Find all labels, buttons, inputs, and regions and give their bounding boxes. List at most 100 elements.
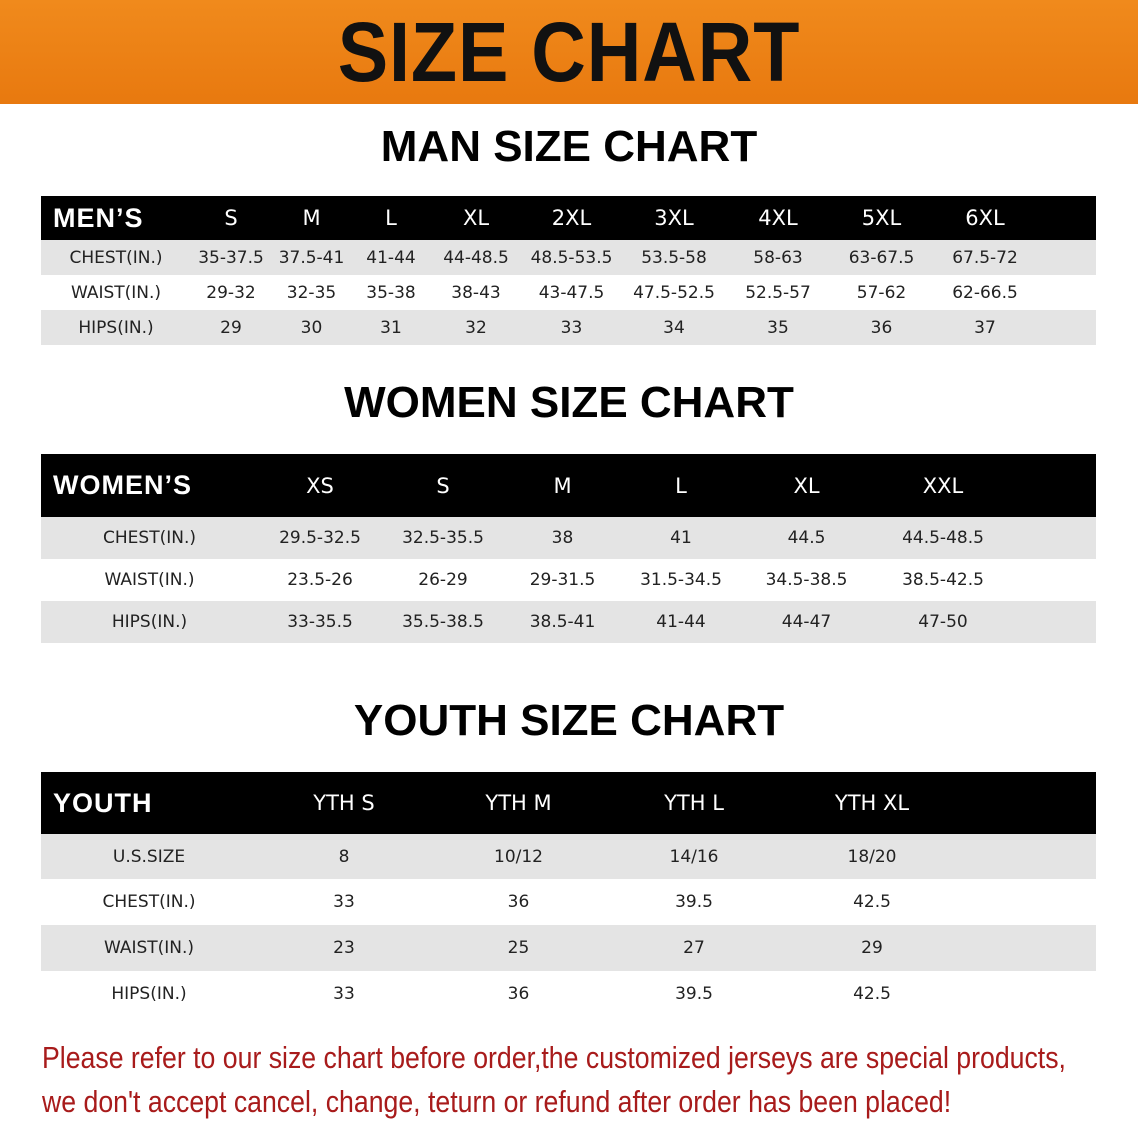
table-cell: 44-48.5 [431, 240, 521, 275]
table-cell: 14/16 [606, 834, 782, 879]
table-cell: 29-31.5 [504, 559, 621, 601]
row-label: WAIST(IN.) [41, 559, 258, 601]
table-row: CHEST(IN.) 35-37.5 37.5-41 41-44 44-48.5 48.5… [41, 240, 1096, 275]
row-label: U.S.SIZE [41, 834, 257, 879]
size-header-cell: XL [431, 196, 521, 240]
table-cell: 39.5 [606, 879, 782, 925]
table-cell: 33 [257, 879, 431, 925]
table-title-cell: WOMEN’S [41, 454, 258, 517]
row-label-text: CHEST(IN.) [102, 892, 196, 912]
row-label: WAIST(IN.) [41, 925, 257, 971]
table-cell: 32.5-35.5 [382, 517, 504, 559]
notice-line-2: we don't accept cancel, change, teturn o… [42, 1084, 952, 1119]
order-notice: Please refer to our size chart before or… [42, 1036, 1066, 1124]
empty-cell [1014, 454, 1096, 517]
empty-cell [1037, 240, 1096, 275]
table-cell: 42.5 [782, 879, 962, 925]
table-title-cell: MEN’S [41, 196, 190, 240]
table-cell: 47.5-52.5 [622, 275, 726, 310]
size-header-cell: L [351, 196, 431, 240]
table-cell: 43-47.5 [521, 275, 622, 310]
notice-line-1: Please refer to our size chart before or… [42, 1040, 1066, 1075]
table-cell: 38-43 [431, 275, 521, 310]
table-cell: 63-67.5 [830, 240, 933, 275]
table-cell: 44.5 [741, 517, 872, 559]
table-cell: 36 [431, 879, 606, 925]
table-header-row: WOMEN’S XS S M L XL XXL [41, 454, 1096, 517]
size-header-cell: M [504, 454, 621, 517]
table-cell: 67.5-72 [933, 240, 1037, 275]
size-header-cell: XL [741, 454, 872, 517]
table-cell: 29 [782, 925, 962, 971]
table-cell: 31.5-34.5 [621, 559, 741, 601]
table-cell: 32-35 [272, 275, 351, 310]
size-header-cell: 6XL [933, 196, 1037, 240]
women-chart-title: WOMEN SIZE CHART [344, 378, 794, 427]
table-cell: 32 [431, 310, 521, 345]
table-cell: 48.5-53.5 [521, 240, 622, 275]
youth-chart-title: YOUTH SIZE CHART [353, 696, 785, 745]
table-cell: 44-47 [741, 601, 872, 643]
empty-cell [962, 834, 1096, 879]
empty-cell [962, 879, 1096, 925]
row-label: CHEST(IN.) [41, 879, 257, 925]
table-cell: 29 [190, 310, 272, 345]
size-header-cell: YTH S [257, 772, 431, 834]
women-size-table: WOMEN’S XS S M L XL XXL CHEST(IN.) 29.5-32.5 32.5… [41, 454, 1096, 643]
row-label-text: WAIST(IN.) [104, 570, 195, 590]
table-cell: 34.5-38.5 [741, 559, 872, 601]
size-header-cell: L [621, 454, 741, 517]
table-cell: 37 [933, 310, 1037, 345]
size-header-cell: YTH XL [782, 772, 962, 834]
row-label-text: CHEST(IN.) [69, 247, 163, 268]
table-cell: 30 [272, 310, 351, 345]
table-header-row: MEN’S S M L XL 2XL 3XL 4XL 5XL 6XL [41, 196, 1096, 240]
table-cell: 38 [504, 517, 621, 559]
table-cell: 38.5-41 [504, 601, 621, 643]
table-cell: 38.5-42.5 [872, 559, 1014, 601]
row-label: HIPS(IN.) [41, 971, 257, 1016]
size-header-cell: 4XL [726, 196, 830, 240]
table-cell: 57-62 [830, 275, 933, 310]
empty-cell [1037, 196, 1096, 240]
table-cell: 62-66.5 [933, 275, 1037, 310]
table-row: WAIST(IN.) 23 25 27 29 [41, 925, 1096, 971]
youth-size-table: YOUTH YTH S YTH M YTH L YTH XL U.S.SIZE 8 10/12… [41, 772, 1096, 1016]
row-label-text: CHEST(IN.) [103, 528, 196, 548]
table-cell: 25 [431, 925, 606, 971]
table-cell: 36 [830, 310, 933, 345]
table-cell: 10/12 [431, 834, 606, 879]
table-cell: 23 [257, 925, 431, 971]
size-header-cell: M [272, 196, 351, 240]
size-header-cell: S [190, 196, 272, 240]
table-cell: 41 [621, 517, 741, 559]
table-row: WAIST(IN.) 23.5-26 26-29 29-31.5 31.5-34.5 34… [41, 559, 1096, 601]
size-header-cell: 5XL [830, 196, 933, 240]
empty-cell [1014, 517, 1096, 559]
table-row: HIPS(IN.) 29 30 31 32 33 34 35 36 37 [41, 310, 1096, 345]
table-cell: 37.5-41 [272, 240, 351, 275]
table-cell: 33-35.5 [258, 601, 382, 643]
table-cell: 35.5-38.5 [382, 601, 504, 643]
table-cell: 29.5-32.5 [258, 517, 382, 559]
table-cell: 42.5 [782, 971, 962, 1016]
table-cell: 33 [521, 310, 622, 345]
table-row: HIPS(IN.) 33 36 39.5 42.5 [41, 971, 1096, 1016]
row-label-text: HIPS(IN.) [111, 983, 187, 1004]
table-cell: 44.5-48.5 [872, 517, 1014, 559]
table-row: U.S.SIZE 8 10/12 14/16 18/20 [41, 834, 1096, 879]
table-cell: 31 [351, 310, 431, 345]
table-cell: 52.5-57 [726, 275, 830, 310]
table-cell: 18/20 [782, 834, 962, 879]
size-header-cell: 2XL [521, 196, 622, 240]
size-header-cell: S [382, 454, 504, 517]
men-size-table: MEN’S S M L XL 2XL 3XL 4XL 5XL 6XL CHEST(IN.) 35-37… [41, 196, 1096, 345]
row-label: WAIST(IN.) [41, 275, 190, 310]
table-cell: 47-50 [872, 601, 1014, 643]
row-label: CHEST(IN.) [41, 240, 190, 275]
table-cell: 58-63 [726, 240, 830, 275]
size-header-cell: YTH L [606, 772, 782, 834]
table-cell: 35-38 [351, 275, 431, 310]
size-header-cell: YTH M [431, 772, 606, 834]
table-cell: 33 [257, 971, 431, 1016]
